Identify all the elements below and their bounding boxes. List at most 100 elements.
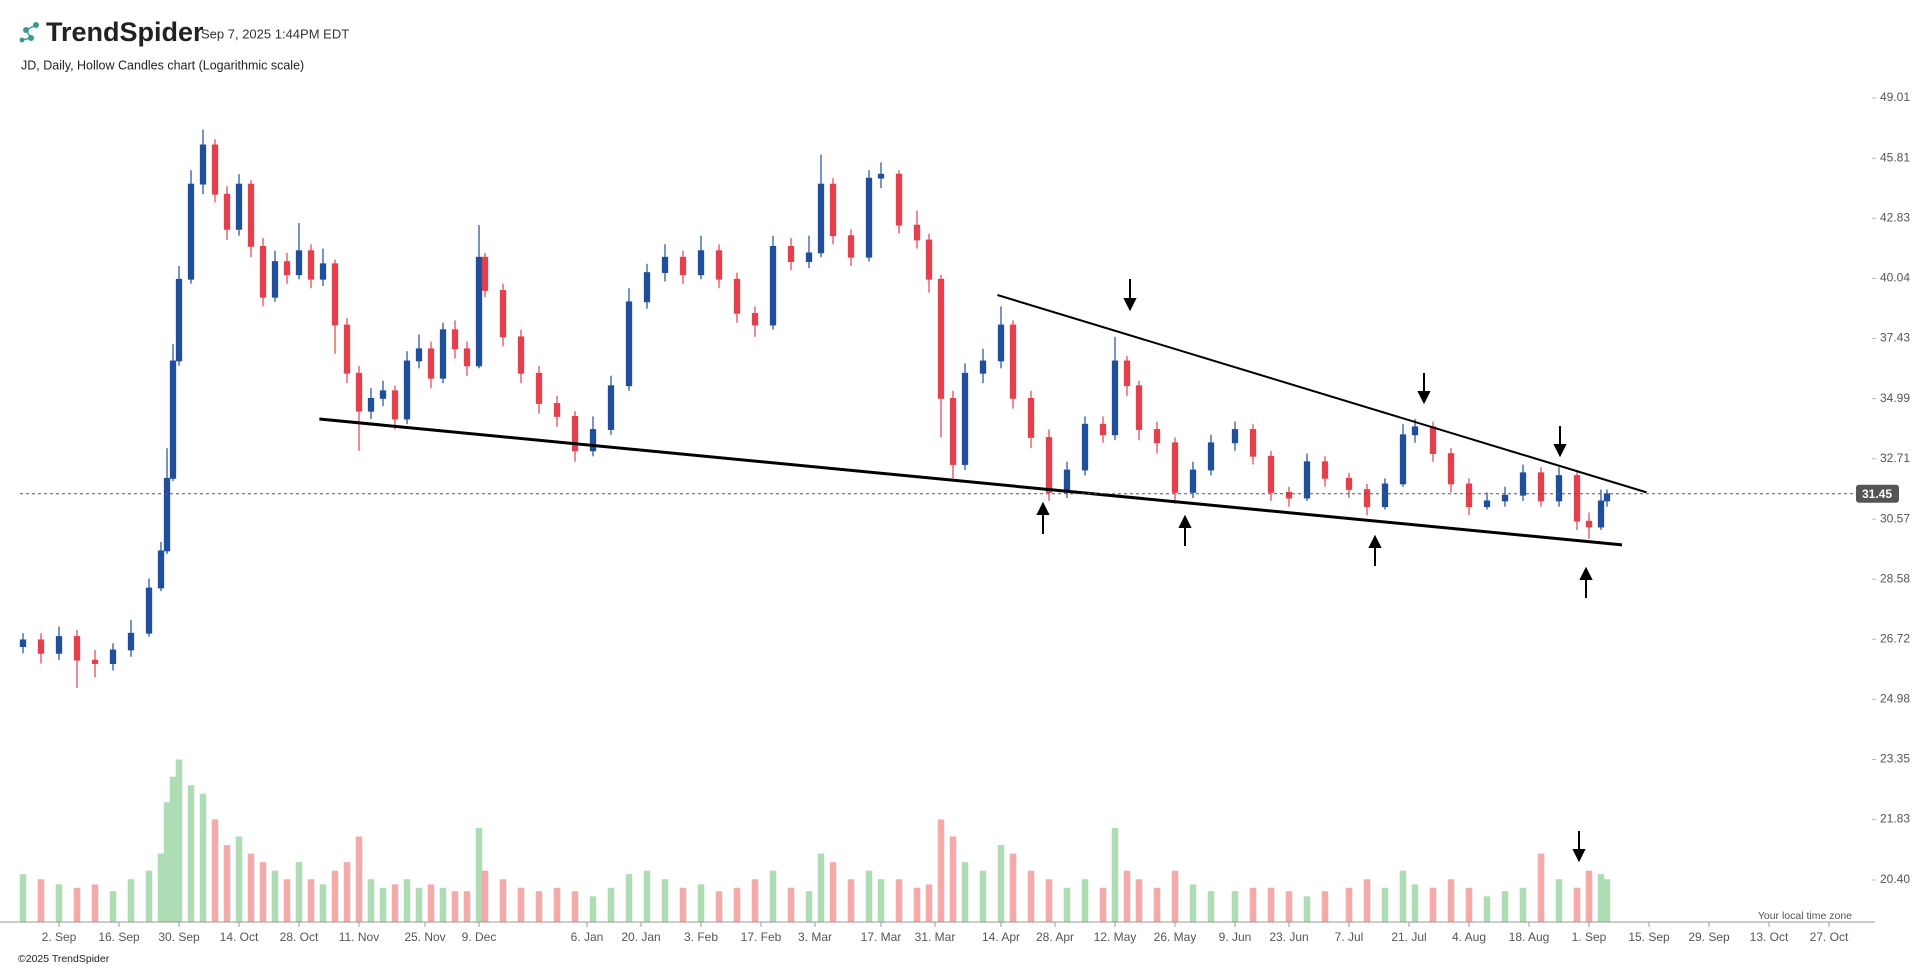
candle-body (73, 636, 81, 661)
candle-body (979, 360, 987, 374)
x-tick-label: 3. Mar (798, 930, 832, 944)
x-tick-label: 7. Jul (1335, 930, 1364, 944)
volume-bar (109, 891, 117, 922)
volume-bar (1027, 870, 1035, 922)
logo-icon (19, 22, 39, 43)
timezone-note: Your local time zone (1758, 910, 1852, 922)
candle-body (1321, 461, 1329, 479)
candle-body (937, 278, 945, 399)
volume-bar (1447, 879, 1455, 922)
candle-body (109, 649, 117, 664)
y-tick-label: 28.58 (1880, 571, 1910, 585)
candle-body (589, 429, 597, 452)
volume-bar (73, 887, 81, 922)
y-tick-label: 49.01 (1880, 90, 1910, 104)
volume-bar (1045, 879, 1053, 922)
volume-bar (829, 862, 837, 922)
volume-bar (1231, 891, 1239, 922)
candle-body (805, 252, 813, 262)
volume-bar (643, 870, 651, 922)
volume-bar (535, 891, 543, 922)
candle-body (247, 183, 255, 247)
x-tick-label: 1. Sep (1572, 930, 1607, 944)
volume-bar (1321, 891, 1329, 922)
candle-body (961, 372, 969, 465)
volume-bar (481, 870, 489, 922)
candle-body (1363, 489, 1371, 508)
candle-body (169, 360, 177, 479)
y-tick-label: 45.81 (1880, 150, 1910, 164)
candle-body (1099, 423, 1107, 436)
volume-bar (19, 874, 27, 922)
x-tick-label: 27. Oct (1810, 930, 1849, 944)
candle-body (1345, 477, 1353, 490)
candle-layer (19, 129, 1611, 688)
volume-bar (769, 870, 777, 922)
arrows (1036, 279, 1593, 863)
volume-bar (391, 884, 399, 922)
candle-body (829, 183, 837, 237)
volume-bar (1303, 896, 1311, 922)
candle-body (463, 348, 471, 367)
candle-body (499, 290, 507, 338)
x-tick-label: 11. Nov (339, 930, 379, 944)
candle-body (367, 397, 375, 412)
candle-body (847, 235, 855, 258)
volume-bar (403, 879, 411, 922)
volume-bar (913, 887, 921, 922)
candle-body (661, 256, 669, 273)
candle-body (235, 183, 243, 230)
candle-body (355, 372, 363, 412)
volume-bar (1111, 827, 1119, 922)
volume-bar (1081, 879, 1089, 922)
candle-body (1111, 360, 1119, 436)
volume-bar (625, 874, 633, 922)
candle-body (1465, 483, 1473, 508)
candle-body (643, 272, 651, 303)
volume-bar (451, 891, 459, 922)
volume-bar (169, 776, 177, 922)
candle-body (607, 385, 615, 430)
trendline (997, 294, 1647, 494)
volume-bar (607, 887, 615, 922)
volume-bar (1135, 879, 1143, 922)
axis-layer: 49.01 45.81 42.83 40.04 37.43 34.99 32.71 30.57… (0, 90, 1910, 944)
y-tick-label: 32.71 (1880, 451, 1910, 465)
volume-bar (751, 879, 759, 922)
candle-body (163, 477, 171, 552)
candle-body (715, 250, 723, 280)
x-tick-label: 14. Apr (982, 930, 1020, 944)
candle-body (625, 301, 633, 387)
candle-body (481, 256, 489, 291)
y-tick-label: 21.83 (1880, 812, 1910, 826)
volume-bar (895, 879, 903, 922)
candle-body (391, 390, 399, 420)
volume-bar (295, 862, 303, 922)
volume-bar (1171, 870, 1179, 922)
x-tick-label: 26. May (1154, 930, 1197, 944)
volume-bar (367, 879, 375, 922)
volume-bar (415, 887, 423, 922)
volume-bar (1189, 884, 1197, 922)
candle-body (223, 193, 231, 230)
volume-bar (1285, 891, 1293, 922)
volume-bar (187, 785, 195, 922)
candle-body (1231, 429, 1239, 444)
x-tick-label: 20. Jan (621, 930, 660, 944)
candle-body (925, 239, 933, 280)
volume-bar (271, 870, 279, 922)
last-price-label: 31.45 (1862, 487, 1892, 501)
volume-bar (997, 845, 1005, 922)
candle-body (199, 144, 207, 185)
volume-bar (1099, 887, 1107, 922)
volume-bar (343, 862, 351, 922)
volume-bar (1063, 887, 1071, 922)
volume-bar (223, 845, 231, 922)
volume-bar (1207, 891, 1215, 922)
volume-bar (877, 879, 885, 922)
candle-body (571, 416, 579, 452)
candle-body (1447, 453, 1455, 485)
candle-body (913, 224, 921, 241)
candle-body (769, 245, 777, 326)
volume-bar (91, 884, 99, 922)
